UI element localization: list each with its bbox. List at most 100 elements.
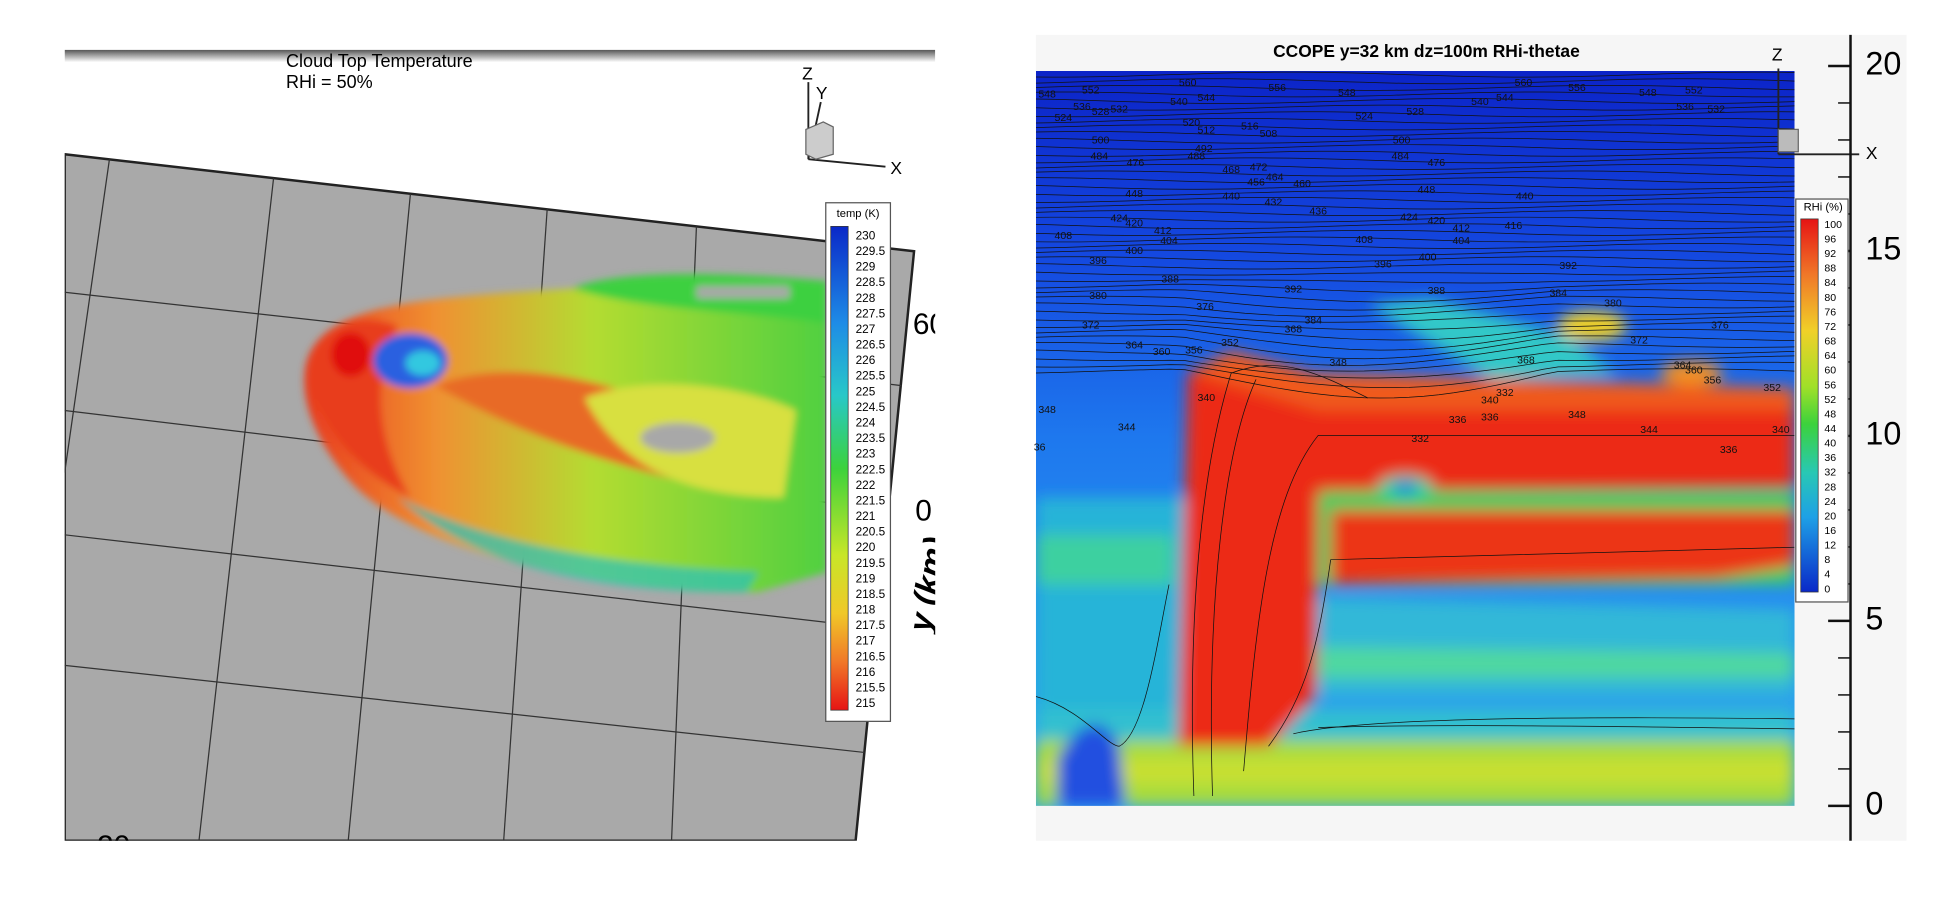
triad-label: Z (1772, 45, 1783, 65)
triad-label: X (1866, 143, 1878, 163)
contour-label: 340 (1481, 394, 1499, 406)
contour-label: 404 (1160, 235, 1178, 247)
contour-label: 424 (1400, 211, 1418, 223)
contour-label: 508 (1260, 128, 1278, 140)
panel-title: Cloud Top Temperature (286, 51, 473, 71)
contour-line (1191, 365, 1369, 796)
colorbar-tick: 227 (856, 322, 876, 336)
contour-line (1035, 111, 1795, 118)
contour-line (1035, 584, 1170, 747)
contour-line (1035, 210, 1795, 216)
contour-label: 368 (1285, 323, 1303, 335)
contour-line (1035, 170, 1795, 177)
colorbar-tick: 60 (1824, 365, 1836, 377)
contour-label: 368 (1517, 354, 1535, 366)
colorbar-tick: 56 (1824, 379, 1836, 391)
contour-label: 560 (1515, 77, 1533, 89)
colorbar-tick: 40 (1824, 438, 1836, 450)
contour-label: 408 (1054, 230, 1072, 242)
contour-label: 560 (1179, 77, 1197, 89)
colorbar-tick: 217 (856, 634, 876, 648)
colorbar-title: temp (K) (837, 208, 880, 220)
contour-label: 540 (1471, 96, 1489, 108)
colorbar-tick: 20 (1824, 510, 1836, 522)
contour-line (1035, 71, 1795, 78)
contour-line (1035, 78, 1795, 85)
contour-line (1035, 197, 1795, 203)
colorbar-tick: 92 (1824, 248, 1836, 260)
contour-line (1035, 150, 1795, 157)
contour-label: 516 (1241, 121, 1259, 133)
contour-label: 552 (1685, 85, 1703, 97)
contour-label: 500 (1393, 134, 1411, 146)
grid (64, 159, 902, 841)
colorbar-tick: 52 (1824, 394, 1836, 406)
colorbar-tick: 215.5 (856, 680, 886, 694)
contour-label: 420 (1125, 218, 1143, 230)
contour-line (1035, 322, 1795, 341)
contour-line (1035, 190, 1795, 197)
left-panel: Cloud Top Temperature RHi = 50% Z Y X 60… (64, 49, 936, 841)
contour-label: 396 (1374, 259, 1392, 271)
y-tick-label: 0 (1865, 785, 1883, 821)
triad-label: Y (816, 83, 828, 103)
contour-label: 360 (1153, 346, 1171, 358)
contour-label: 348 (1038, 404, 1056, 416)
contour-label: 416 (1505, 220, 1523, 232)
colorbar-tick: 227.5 (856, 306, 886, 320)
colorbar-tick: 219 (856, 571, 876, 585)
contour-label: 344 (1118, 422, 1136, 434)
contour-label: 352 (1221, 337, 1239, 349)
colorbar-tick: 228.5 (856, 275, 886, 289)
colorbar-tick: 218.5 (856, 587, 886, 601)
contour-line (1035, 328, 1795, 351)
contour-line (1035, 84, 1795, 91)
contour-label: 536 (1073, 101, 1091, 113)
colorbar-tick: 216 (856, 665, 876, 679)
y-axis: 0 5 10 15 20 (1828, 34, 1901, 841)
contour-label: 404 (1452, 235, 1470, 247)
contour-label: 528 (1406, 106, 1424, 118)
contour-label: 448 (1418, 184, 1436, 196)
contour-line (1035, 302, 1795, 318)
contour-label: 556 (1568, 82, 1586, 94)
colorbar-tick: 32 (1824, 467, 1836, 479)
contour-label: 340 (1772, 424, 1790, 436)
colorbar-tick: 223.5 (856, 431, 886, 445)
colorbar-tick: 225 (856, 384, 876, 398)
contour-line (1035, 289, 1795, 303)
y-tick-label: 5 (1865, 600, 1883, 636)
contour-line (1035, 315, 1795, 331)
contour-label: 376 (1711, 320, 1729, 332)
contour-label: 536 (1676, 101, 1694, 113)
contour-label: 380 (1089, 290, 1107, 302)
contour-line (1035, 282, 1795, 294)
contour-line (1268, 546, 1795, 747)
field (1035, 70, 1795, 806)
contour-line (1035, 342, 1795, 366)
contour-label: 528 (1092, 106, 1110, 118)
contour-line (1035, 98, 1795, 104)
contour-label: 332 (1411, 433, 1429, 445)
contour-label: 392 (1285, 284, 1303, 296)
contour-line (1318, 725, 1795, 730)
contour-label: 532 (1110, 103, 1128, 115)
contour-label: 364 (1674, 359, 1692, 371)
contour-label: 440 (1516, 190, 1534, 202)
contour-line (1035, 157, 1795, 164)
colorbar-tick: 225.5 (856, 369, 886, 383)
y-tick-label: 10 (1865, 415, 1901, 451)
contour-label: 500 (1092, 134, 1110, 146)
contour-label: 336 (1449, 414, 1467, 426)
y-tick-label: 20 (1865, 46, 1901, 82)
contour-label: 436 (1309, 205, 1327, 217)
contour-line (1035, 256, 1795, 263)
panel-title: CCOPE y=32 km dz=100m RHi-thetae (1273, 41, 1580, 61)
contour-label: 388 (1428, 285, 1446, 297)
colorbar-tick: 228 (856, 291, 876, 305)
colorbar-tick: 4 (1824, 569, 1830, 581)
axes-triad (1777, 68, 1860, 156)
contour-label: 388 (1161, 274, 1179, 286)
